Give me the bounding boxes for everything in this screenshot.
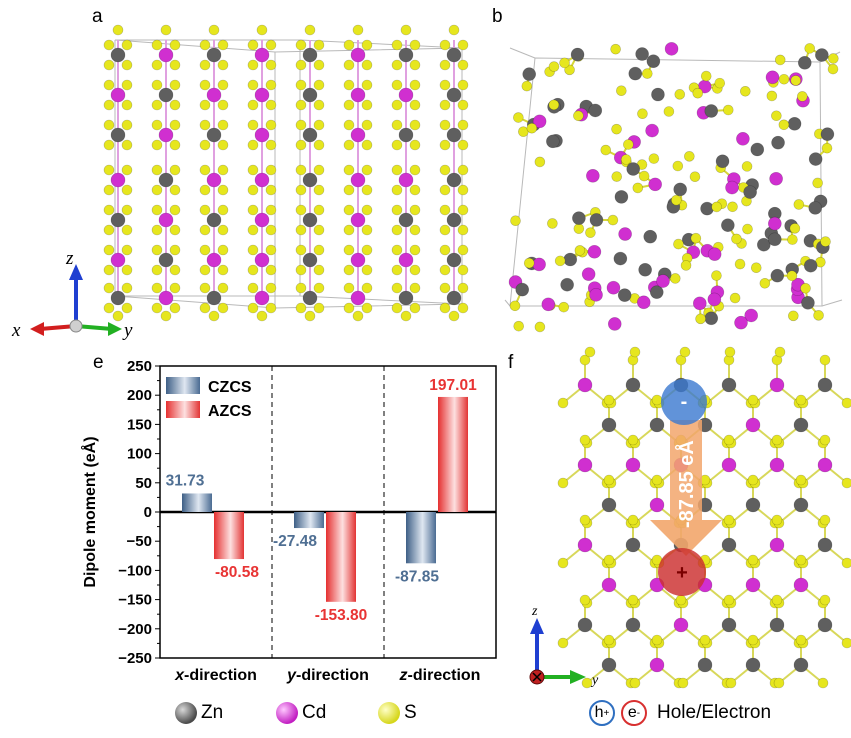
zn-atom-icon [175,702,197,724]
legend-swatch-azcs [166,401,200,418]
x-category-label: z-direction [399,667,481,684]
y-tick-label: 50 [135,475,152,492]
legend-swatch-czcs [166,377,200,394]
hole-icon-letter: h [594,704,604,721]
panel-label-f: f [508,352,514,373]
x-category-label: y-direction [286,667,369,684]
y-tick-label: −100 [118,562,152,579]
bar-value-label: 197.01 [429,377,477,394]
chart-ylabel: Dipole moment (eÅ) [80,436,99,587]
y-tick-label: 100 [127,446,152,463]
bar-czcs [294,512,324,529]
s-atom-icon [378,702,400,724]
chart-legend: CZCS AZCS [166,377,252,420]
y-tick-label: 0 [144,504,152,521]
legend-cd: Cd [276,702,326,724]
bar-czcs [406,512,436,564]
legend-s-label: S [404,702,417,723]
legend-zn-label: Zn [201,702,224,723]
bar-value-label: -27.48 [273,533,317,550]
hole-icon: h + [589,700,615,726]
panel-label-e: e [93,352,104,373]
electron-icon-sup: - [636,707,641,719]
bar-value-label: -80.58 [215,564,259,581]
electron-icon-letter: e [627,704,637,721]
bar-value-label: -87.85 [395,568,439,585]
legend-label-azcs: AZCS [208,403,252,420]
hole-icon-sup: + [603,707,610,719]
legend-cd-label: Cd [302,702,327,723]
electron-icon: e- [621,700,647,726]
legend-hole-electron: h + e- Hole/Electron [589,700,771,726]
cd-atom-icon [276,702,298,724]
y-tick-label: −50 [127,533,152,550]
bar-value-label: -153.80 [315,607,368,624]
legend-label-czcs: CZCS [208,379,252,396]
legend-hole-electron-label: Hole/Electron [657,702,772,723]
y-tick-label: 250 [127,358,152,375]
legend-zn: Zn [175,702,223,724]
bar-azcs [326,512,356,602]
bar-azcs [214,512,244,560]
y-tick-label: −200 [118,621,152,638]
y-tick-label: −250 [118,650,152,667]
y-tick-label: −150 [118,592,152,609]
bar-czcs [182,493,212,512]
bar-azcs [438,396,468,512]
y-tick-label: 200 [127,387,152,404]
legend-s: S [378,702,417,724]
panel-label-b: b [492,6,503,27]
y-tick-label: 150 [127,416,152,433]
bar-value-label: 31.73 [166,472,205,489]
panel-label-a: a [92,6,103,27]
x-category-label: x-direction [174,667,257,684]
